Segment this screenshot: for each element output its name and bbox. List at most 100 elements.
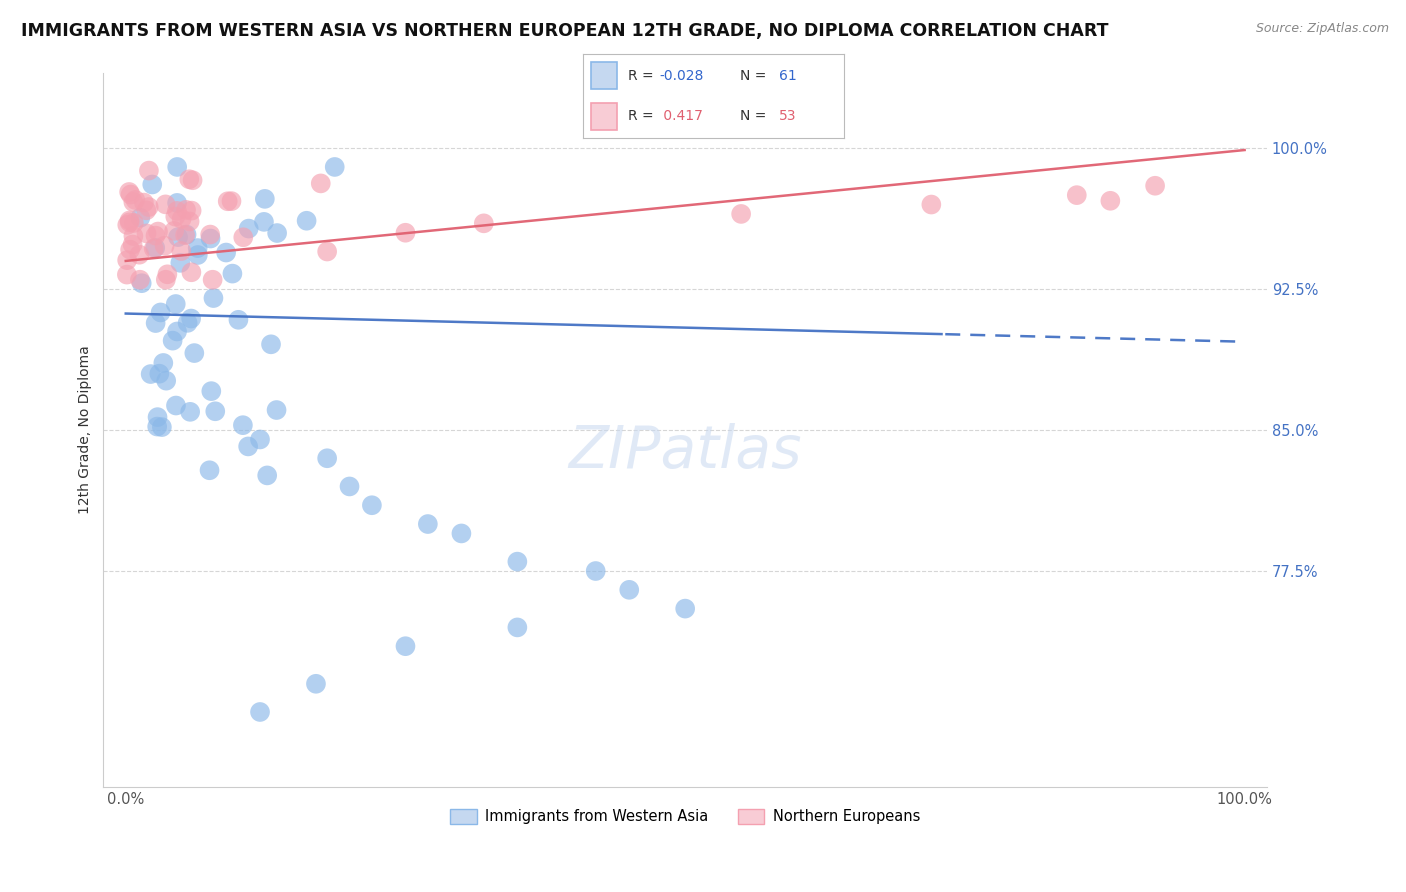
Point [165,399,187,413]
Point [122,195,145,210]
Point [135,227,157,241]
Point [249,433,271,447]
Point [1099,194,1122,208]
Point [139,367,162,381]
Point [156,268,179,282]
Text: R =: R = [627,109,658,123]
Point [506,555,529,569]
Point [187,248,209,262]
Point [148,367,170,381]
Text: 0.417: 0.417 [659,109,703,123]
Point [180,203,202,218]
Point [416,516,439,531]
Point [450,526,472,541]
Point [167,230,190,244]
Legend: Immigrants from Western Asia, Northern Europeans: Immigrants from Western Asia, Northern E… [444,803,927,830]
Point [260,337,283,351]
Point [253,215,276,229]
Text: IMMIGRANTS FROM WESTERN ASIA VS NORTHERN EUROPEAN 12TH GRADE, NO DIPLOMA CORRELA: IMMIGRANTS FROM WESTERN ASIA VS NORTHERN… [21,22,1108,40]
Point [141,178,163,192]
Point [266,226,288,240]
Point [228,313,250,327]
Point [673,601,696,615]
Point [181,173,204,187]
Point [202,291,225,305]
Point [1066,188,1088,202]
Point [316,244,339,259]
Point [169,256,191,270]
Point [120,187,142,202]
Point [361,498,384,512]
Point [166,203,188,218]
Point [118,215,141,229]
Point [131,276,153,290]
Point [150,420,173,434]
Point [183,346,205,360]
Point [309,177,332,191]
Point [179,172,201,186]
Point [132,195,155,210]
FancyBboxPatch shape [592,62,617,89]
Point [166,160,188,174]
Point [143,241,166,255]
Point [120,243,142,257]
Point [162,334,184,348]
Point [238,221,260,235]
Point [170,211,193,226]
Point [128,248,150,262]
Point [394,639,416,653]
Point [176,316,198,330]
Point [200,231,222,245]
Point [165,297,187,311]
Point [124,193,146,207]
Point [174,228,197,243]
Point [138,200,160,214]
Point [166,325,188,339]
Text: N =: N = [740,69,770,83]
Point [253,192,276,206]
Point [152,356,174,370]
Point [118,185,141,199]
Point [179,214,201,228]
Point [174,202,197,217]
Point [1144,178,1167,193]
Point [163,224,186,238]
Y-axis label: 12th Grade, No Diploma: 12th Grade, No Diploma [79,346,93,515]
Point [146,410,169,425]
Point [155,197,177,211]
Text: -0.028: -0.028 [659,69,703,83]
Point [142,242,165,256]
Point [221,267,243,281]
Point [232,418,254,433]
Point [266,403,288,417]
Text: N =: N = [740,109,770,123]
Point [295,213,318,227]
Point [323,160,346,174]
Point [472,216,495,230]
Point [155,374,177,388]
Point [256,468,278,483]
Text: ZIPatlas: ZIPatlas [568,423,801,480]
Point [145,228,167,243]
Point [145,316,167,330]
Point [506,620,529,634]
Point [153,238,176,252]
Point [121,237,143,252]
Point [730,207,752,221]
Point [180,311,202,326]
Point [236,439,259,453]
Point [339,479,361,493]
Point [115,253,138,268]
Point [215,245,238,260]
Point [394,226,416,240]
Point [232,230,254,244]
Point [198,227,221,242]
Point [221,194,243,208]
Point [165,210,187,224]
FancyBboxPatch shape [592,103,617,130]
Point [619,582,641,597]
Point [170,244,193,258]
Point [920,197,942,211]
Point [217,194,239,209]
Point [122,229,145,244]
